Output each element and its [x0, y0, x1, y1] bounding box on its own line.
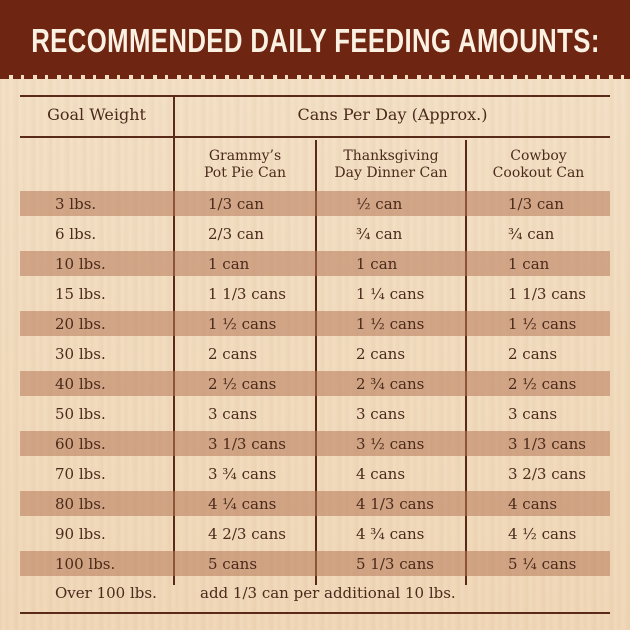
thanksgiving-cell: 1 ½ cans: [356, 315, 425, 333]
goal-weight-cell: 80 lbs.: [55, 495, 106, 513]
grammys-cell: 3 cans: [208, 405, 258, 423]
footer-divider: [20, 612, 610, 614]
grammys-cell: 2/3 can: [208, 225, 264, 243]
thanksgiving-cell: ¾ can: [356, 225, 403, 243]
cowboy-cell: 5 ¼ cans: [508, 555, 577, 573]
thanksgiving-cell: 3 cans: [356, 405, 406, 423]
footer-note: add 1/3 can per additional 10 lbs.: [200, 584, 456, 602]
cowboy-cell: 1/3 can: [508, 195, 564, 213]
header-bottom-divider: [20, 136, 610, 138]
thanksgiving-cell: 5 1/3 cans: [356, 555, 434, 573]
goal-weight-cell: 40 lbs.: [55, 375, 106, 393]
goal-weight-cell: 30 lbs.: [55, 345, 106, 363]
row-band: [20, 371, 610, 396]
footer-weight: Over 100 lbs.: [55, 584, 157, 602]
cowboy-cell: 4 cans: [508, 495, 558, 513]
row-band: [20, 311, 610, 336]
cowboy-cell: 1 ½ cans: [508, 315, 577, 333]
cowboy-cell: 1 can: [508, 255, 550, 273]
cowboy-cell: 4 ½ cans: [508, 525, 577, 543]
cowboy-cell: ¾ can: [508, 225, 555, 243]
column-header-grammys-line2: Pot Pie Can: [203, 165, 287, 181]
cowboy-cell: 2 cans: [508, 345, 558, 363]
goal-weight-cell: 15 lbs.: [55, 285, 106, 303]
goal-weight-cell: 90 lbs.: [55, 525, 106, 543]
column-divider-1: [173, 95, 175, 585]
column-header-cowboy-line1: Cowboy: [510, 148, 567, 164]
row-band: [20, 491, 610, 516]
goal-weight-cell: 100 lbs.: [55, 555, 116, 573]
column-header-grammys: Grammy’s Pot Pie Can: [175, 148, 315, 182]
goal-weight-cell: 20 lbs.: [55, 315, 106, 333]
grammys-cell: 3 1/3 cans: [208, 435, 286, 453]
goal-weight-cell: 60 lbs.: [55, 435, 106, 453]
cans-per-day-header: Cans Per Day (Approx.): [297, 105, 488, 124]
goal-weight-cell: 10 lbs.: [55, 255, 106, 273]
goal-weight-cell: 6 lbs.: [55, 225, 97, 243]
title-banner: RECOMMENDED DAILY FEEDING AMOUNTS:: [0, 0, 630, 79]
cowboy-cell: 3 2/3 cans: [508, 465, 586, 483]
grammys-cell: 4 ¼ cans: [208, 495, 277, 513]
grammys-cell: 1 can: [208, 255, 250, 273]
column-header-cowboy-line2: Cookout Can: [492, 165, 585, 181]
thanksgiving-cell: 1 ¼ cans: [356, 285, 425, 303]
goal-weight-cell: 70 lbs.: [55, 465, 106, 483]
grammys-cell: 1 ½ cans: [208, 315, 277, 333]
column-header-thanksgiving-line2: Day Dinner Can: [334, 165, 448, 181]
thanksgiving-cell: 1 can: [356, 255, 398, 273]
column-header-thanksgiving-line1: Thanksgiving: [343, 148, 439, 164]
page-title: RECOMMENDED DAILY FEEDING AMOUNTS:: [30, 21, 600, 59]
grammys-cell: 4 2/3 cans: [208, 525, 286, 543]
header-top-divider: [20, 95, 610, 97]
cowboy-cell: 2 ½ cans: [508, 375, 577, 393]
goal-weight-header: Goal Weight: [47, 105, 146, 124]
thanksgiving-cell: ½ can: [356, 195, 403, 213]
goal-weight-cell: 3 lbs.: [55, 195, 97, 213]
row-band: [20, 551, 610, 576]
grammys-cell: 5 cans: [208, 555, 258, 573]
grammys-cell: 2 ½ cans: [208, 375, 277, 393]
column-header-thanksgiving: Thanksgiving Day Dinner Can: [317, 148, 465, 182]
cowboy-cell: 1 1/3 cans: [508, 285, 586, 303]
grammys-cell: 2 cans: [208, 345, 258, 363]
thanksgiving-cell: 3 ½ cans: [356, 435, 425, 453]
thanksgiving-cell: 2 cans: [356, 345, 406, 363]
thanksgiving-cell: 4 1/3 cans: [356, 495, 434, 513]
grammys-cell: 1/3 can: [208, 195, 264, 213]
cowboy-cell: 3 1/3 cans: [508, 435, 586, 453]
column-divider-2: [315, 140, 317, 585]
row-band: [20, 251, 610, 276]
column-divider-3: [465, 140, 467, 585]
row-band: [20, 431, 610, 456]
thanksgiving-cell: 2 ¾ cans: [356, 375, 425, 393]
goal-weight-cell: 50 lbs.: [55, 405, 106, 423]
grammys-cell: 1 1/3 cans: [208, 285, 286, 303]
thanksgiving-cell: 4 cans: [356, 465, 406, 483]
column-header-grammys-line1: Grammy’s: [208, 148, 282, 164]
row-band: [20, 191, 610, 216]
column-header-cowboy: Cowboy Cookout Can: [467, 148, 610, 182]
cowboy-cell: 3 cans: [508, 405, 558, 423]
grammys-cell: 3 ¾ cans: [208, 465, 277, 483]
thanksgiving-cell: 4 ¾ cans: [356, 525, 425, 543]
